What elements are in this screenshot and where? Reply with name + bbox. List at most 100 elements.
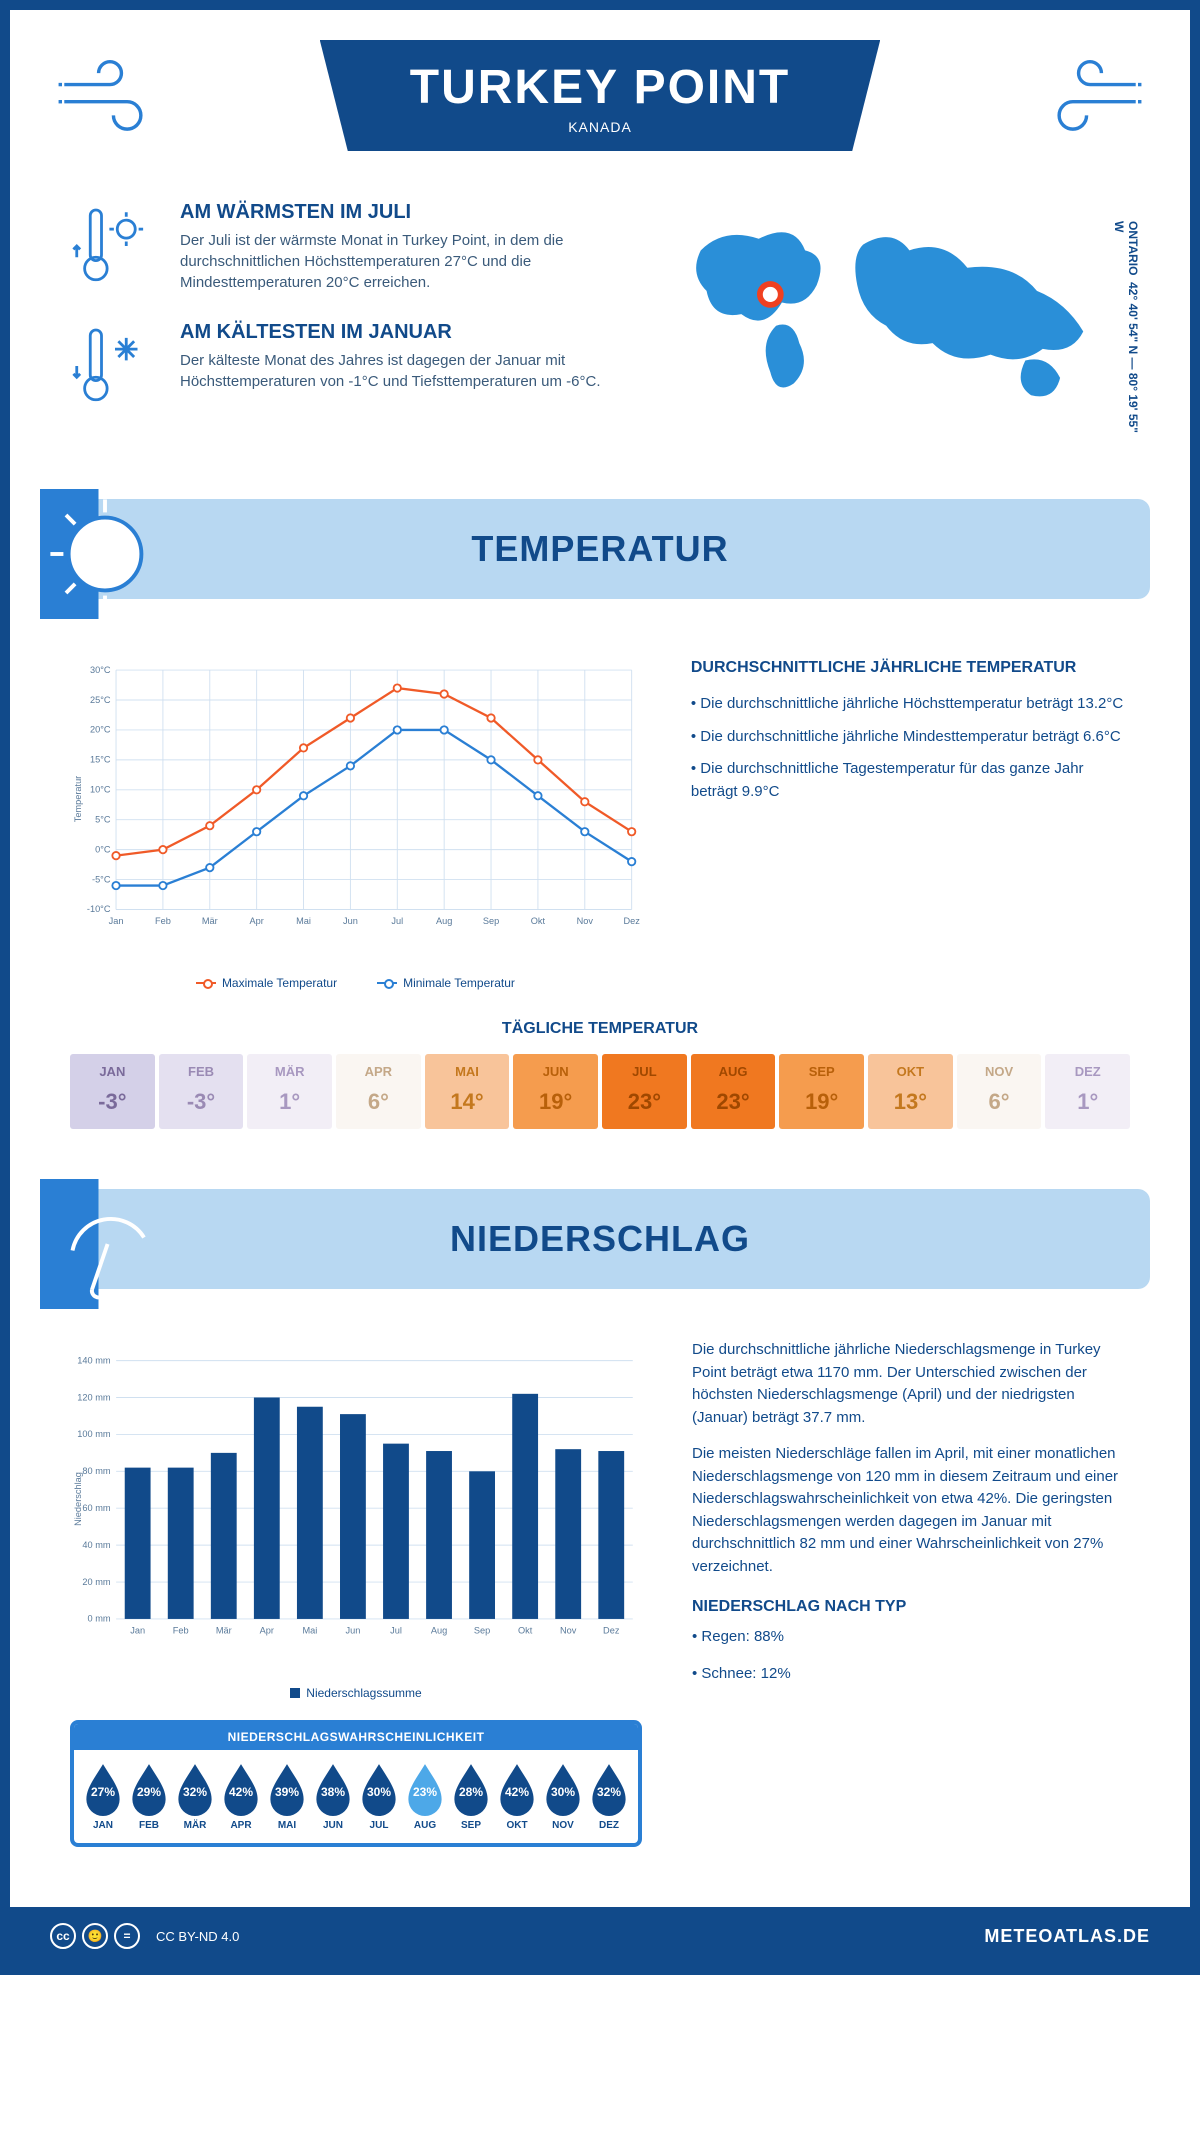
temp-cell: JUN19°: [513, 1054, 598, 1129]
svg-text:Dez: Dez: [623, 916, 640, 926]
daily-temp-table: JAN-3° FEB-3° MÄR1° APR6° MAI14° JUN19° …: [70, 1054, 1130, 1129]
page-title: TURKEY POINT: [410, 60, 790, 115]
license-text: CC BY-ND 4.0: [156, 1929, 239, 1944]
svg-text:25°C: 25°C: [90, 695, 111, 705]
drop-cell: 32% MÄR: [174, 1762, 216, 1831]
temp-summary: DURCHSCHNITTLICHE JÄHRLICHE TEMPERATUR •…: [691, 639, 1130, 990]
warmest-block: AM WÄRMSTEN IM JULI Der Juli ist der wär…: [70, 201, 626, 293]
svg-text:40 mm: 40 mm: [82, 1540, 110, 1550]
svg-text:80 mm: 80 mm: [82, 1466, 110, 1476]
svg-text:Nov: Nov: [560, 1626, 577, 1636]
daily-temp-section: TÄGLICHE TEMPERATUR JAN-3° FEB-3° MÄR1° …: [10, 1010, 1190, 1169]
umbrella-icon: [40, 1179, 170, 1309]
drop-cell: 23% AUG: [404, 1762, 446, 1831]
temp-cell: FEB-3°: [159, 1054, 244, 1129]
temperature-line-chart: -10°C-5°C0°C5°C10°C15°C20°C25°C30°CJanFe…: [70, 639, 641, 959]
svg-text:-5°C: -5°C: [92, 874, 111, 884]
svg-text:Okt: Okt: [518, 1626, 533, 1636]
license-icons: cc 🙂 = CC BY-ND 4.0: [50, 1923, 239, 1949]
precip-summary: Die durchschnittliche jährliche Niedersc…: [692, 1329, 1130, 1847]
svg-text:100 mm: 100 mm: [77, 1429, 111, 1439]
header: TURKEY POINT KANADA: [10, 10, 1190, 181]
warmest-title: AM WÄRMSTEN IM JULI: [180, 201, 626, 224]
temp-cell: JUL23°: [602, 1054, 687, 1129]
svg-text:Jul: Jul: [391, 916, 403, 926]
svg-text:Apr: Apr: [260, 1626, 274, 1636]
drop-cell: 28% SEP: [450, 1762, 492, 1831]
svg-text:Sep: Sep: [483, 916, 499, 926]
temp-cell: JAN-3°: [70, 1054, 155, 1129]
temp-heading: TEMPERATUR: [70, 528, 1130, 570]
svg-text:Jan: Jan: [109, 916, 124, 926]
svg-text:Niederschlag: Niederschlag: [73, 1472, 83, 1526]
footer-brand: METEOATLAS.DE: [984, 1926, 1150, 1947]
drop-cell: 42% APR: [220, 1762, 262, 1831]
wind-icon-right: [1030, 56, 1150, 136]
svg-text:Jun: Jun: [345, 1626, 360, 1636]
drop-cell: 32% DEZ: [588, 1762, 630, 1831]
thermometer-cold-icon: [70, 321, 160, 411]
precip-legend: Niederschlagssumme: [70, 1686, 642, 1700]
temp-cell: OKT13°: [868, 1054, 953, 1129]
svg-text:Nov: Nov: [577, 916, 594, 926]
svg-text:Feb: Feb: [155, 916, 171, 926]
by-icon: 🙂: [82, 1923, 108, 1949]
precip-probability-box: NIEDERSCHLAGSWAHRSCHEINLICHKEIT 27% JAN …: [70, 1720, 642, 1847]
svg-text:Okt: Okt: [531, 916, 546, 926]
svg-text:10°C: 10°C: [90, 785, 111, 795]
temp-cell: DEZ1°: [1045, 1054, 1130, 1129]
temp-cell: SEP19°: [779, 1054, 864, 1129]
temp-cell: NOV6°: [957, 1054, 1042, 1129]
coldest-title: AM KÄLTESTEN IM JANUAR: [180, 321, 626, 344]
temp-legend: Maximale Temperatur Minimale Temperatur: [70, 976, 641, 990]
precip-section: 0 mm 20 mm 40 mm 60 mm 80 mm 100 mm 120 mm 140 …: [10, 1309, 1190, 1867]
precipitation-bar-chart: 0 mm 20 mm 40 mm 60 mm 80 mm 100 mm 120 mm 140 …: [70, 1329, 642, 1669]
temp-cell: AUG23°: [691, 1054, 776, 1129]
precip-probability-drops: 27% JAN 29% FEB 32% MÄR 42% APR: [74, 1750, 638, 1843]
svg-text:120 mm: 120 mm: [77, 1392, 111, 1402]
coldest-block: AM KÄLTESTEN IM JANUAR Der kälteste Mona…: [70, 321, 626, 411]
drop-cell: 39% MAI: [266, 1762, 308, 1831]
svg-text:Aug: Aug: [436, 916, 452, 926]
svg-text:Temperatur: Temperatur: [73, 776, 83, 822]
footer: cc 🙂 = CC BY-ND 4.0 METEOATLAS.DE: [10, 1907, 1190, 1965]
thermometer-hot-icon: [70, 201, 160, 291]
svg-text:30°C: 30°C: [90, 665, 111, 675]
svg-text:Dez: Dez: [603, 1626, 620, 1636]
drop-cell: 30% NOV: [542, 1762, 584, 1831]
svg-text:0°C: 0°C: [95, 844, 111, 854]
svg-text:60 mm: 60 mm: [82, 1503, 110, 1513]
svg-text:Mär: Mär: [216, 1626, 232, 1636]
coordinates: ONTARIO 42° 40' 54" N — 80° 19' 55" W: [1112, 221, 1140, 439]
svg-text:5°C: 5°C: [95, 814, 111, 824]
coldest-text: Der kälteste Monat des Jahres ist dagege…: [180, 350, 626, 392]
drop-cell: 38% JUN: [312, 1762, 354, 1831]
intro-section: AM WÄRMSTEN IM JULI Der Juli ist der wär…: [10, 181, 1190, 479]
svg-text:Jul: Jul: [390, 1626, 402, 1636]
svg-text:Mai: Mai: [296, 916, 311, 926]
title-banner: TURKEY POINT KANADA: [320, 40, 880, 151]
svg-text:20 mm: 20 mm: [82, 1577, 110, 1587]
drop-cell: 27% JAN: [82, 1762, 124, 1831]
precip-section-header: NIEDERSCHLAG: [50, 1189, 1150, 1289]
svg-text:20°C: 20°C: [90, 725, 111, 735]
drop-cell: 42% OKT: [496, 1762, 538, 1831]
svg-text:Jan: Jan: [130, 1626, 145, 1636]
drop-cell: 29% FEB: [128, 1762, 170, 1831]
temp-section-header: TEMPERATUR: [50, 499, 1150, 599]
svg-text:Aug: Aug: [431, 1626, 447, 1636]
cc-icon: cc: [50, 1923, 76, 1949]
precip-heading: NIEDERSCHLAG: [70, 1218, 1130, 1260]
nd-icon: =: [114, 1923, 140, 1949]
svg-text:140 mm: 140 mm: [77, 1355, 111, 1365]
page-subtitle: KANADA: [410, 119, 790, 135]
temp-cell: APR6°: [336, 1054, 421, 1129]
temp-cell: MAI14°: [425, 1054, 510, 1129]
temp-cell: MÄR1°: [247, 1054, 332, 1129]
svg-text:15°C: 15°C: [90, 755, 111, 765]
svg-text:Mär: Mär: [202, 916, 218, 926]
temp-section: -10°C-5°C0°C5°C10°C15°C20°C25°C30°CJanFe…: [10, 619, 1190, 1010]
svg-text:0 mm: 0 mm: [88, 1614, 111, 1624]
sun-icon: [40, 489, 170, 619]
svg-text:Feb: Feb: [173, 1626, 189, 1636]
